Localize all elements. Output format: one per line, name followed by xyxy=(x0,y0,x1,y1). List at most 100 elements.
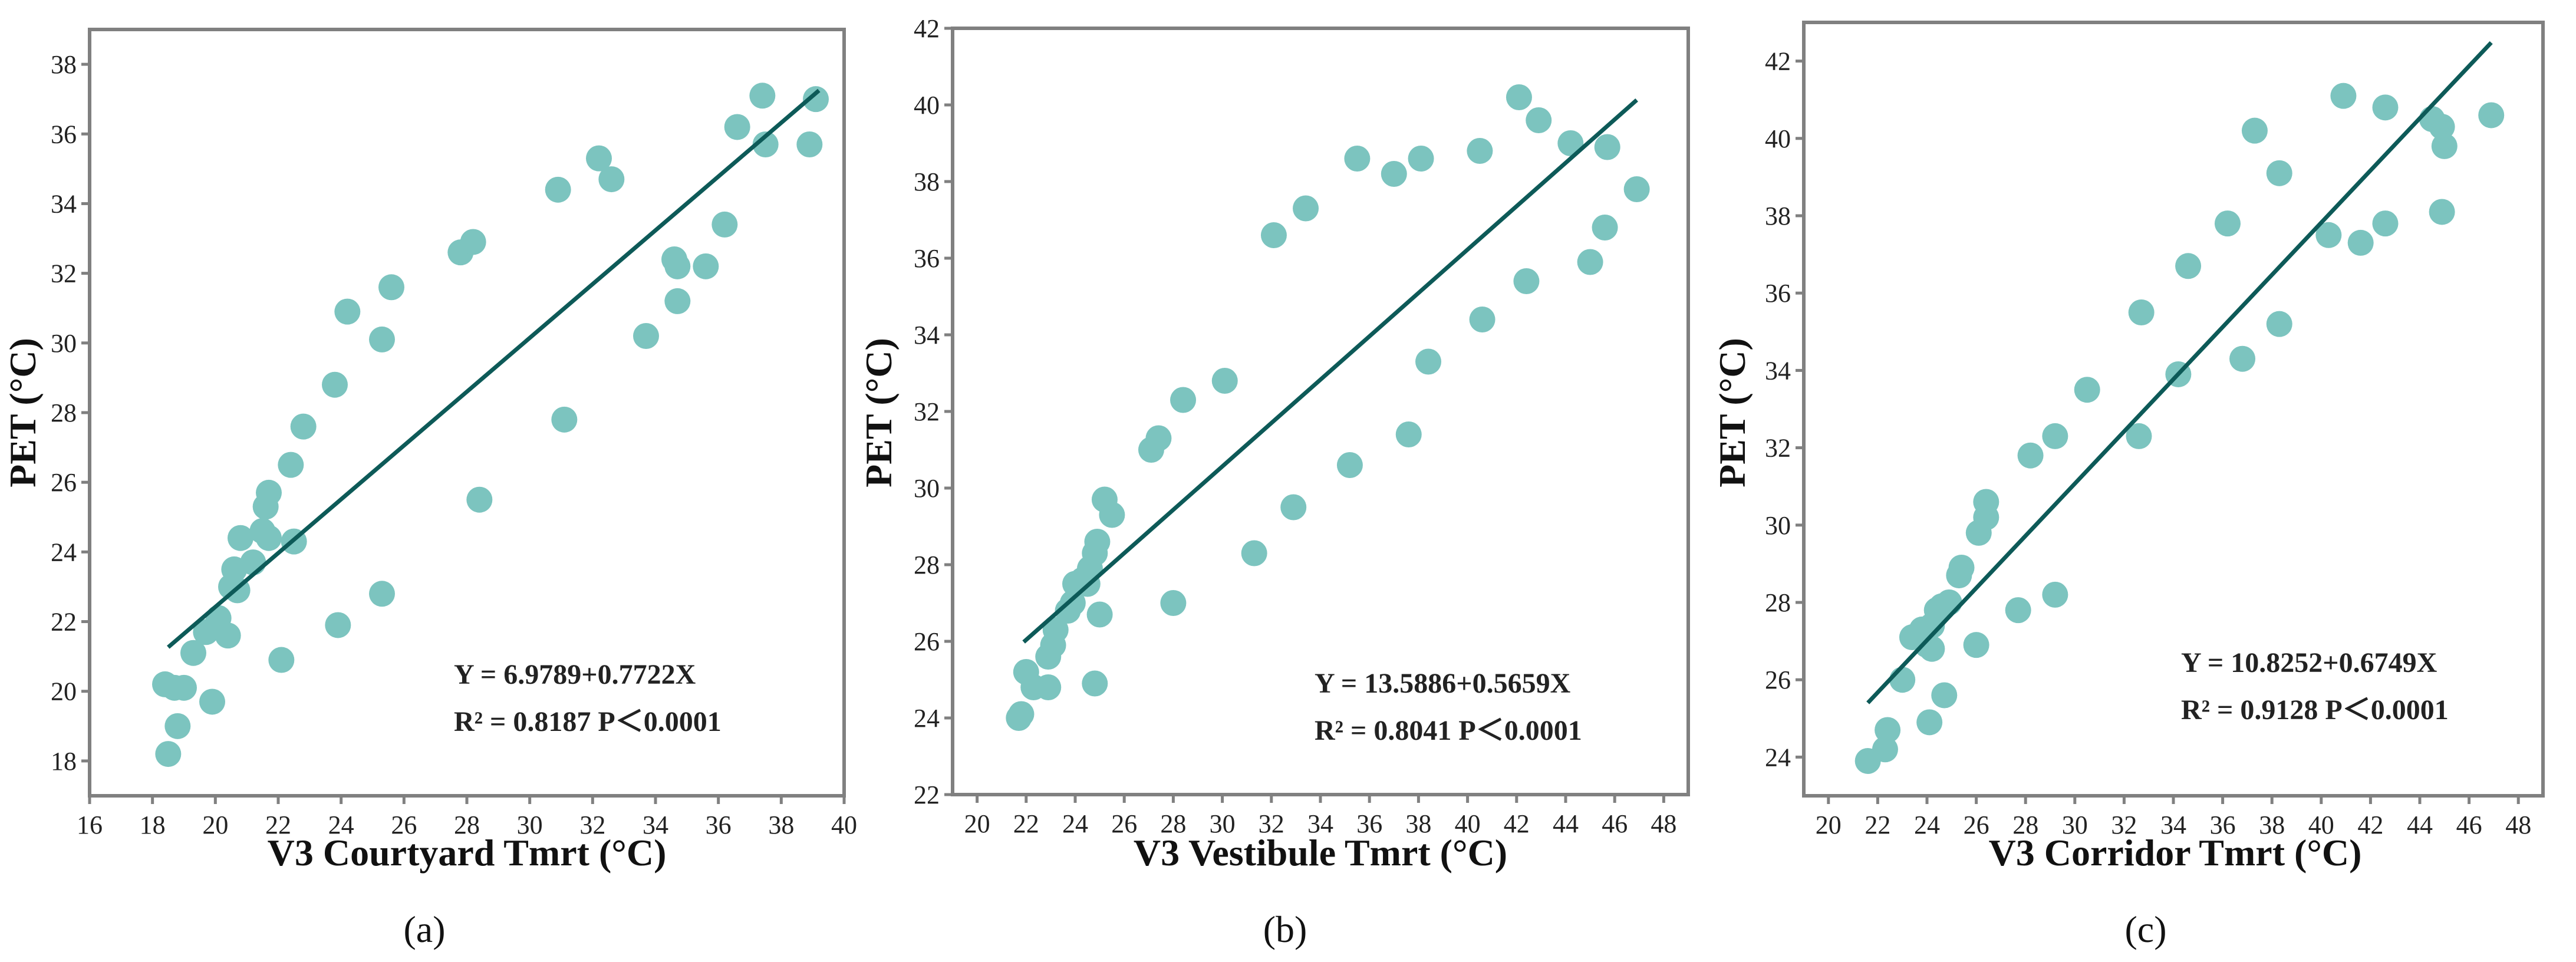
data-point xyxy=(796,131,823,157)
data-point xyxy=(1557,130,1584,156)
x-tick-label: 26 xyxy=(1964,811,1989,839)
data-point xyxy=(2372,94,2399,121)
data-point xyxy=(711,211,738,238)
data-point xyxy=(2175,253,2202,279)
data-point xyxy=(1889,667,1916,693)
regression-equation: Y = 10.8252+0.6749X xyxy=(2181,647,2437,678)
data-point xyxy=(2431,133,2458,159)
data-point xyxy=(256,525,282,551)
x-axis-title: V3 Vestibule Tmrt (°C) xyxy=(1134,832,1507,874)
data-point xyxy=(180,640,206,666)
x-tick-label: 28 xyxy=(1160,809,1186,838)
data-point xyxy=(1293,195,1319,222)
data-point xyxy=(460,229,486,255)
y-tick-label: 34 xyxy=(914,321,940,350)
data-point xyxy=(215,622,241,649)
y-tick-label: 34 xyxy=(1765,356,1791,385)
x-tick-label: 22 xyxy=(1013,809,1039,838)
data-point xyxy=(1506,84,1532,110)
x-tick-label: 24 xyxy=(1062,809,1088,838)
x-tick-label: 20 xyxy=(202,811,228,839)
data-point xyxy=(1936,589,1962,615)
x-tick-label: 36 xyxy=(2210,811,2236,839)
data-point xyxy=(2478,102,2505,129)
y-tick-label: 24 xyxy=(914,704,940,733)
y-tick-label: 22 xyxy=(914,780,940,809)
data-point xyxy=(2042,581,2068,608)
data-point xyxy=(1408,146,1434,172)
data-point xyxy=(2429,199,2455,225)
data-point xyxy=(1513,268,1540,294)
data-point xyxy=(2128,299,2155,325)
data-point xyxy=(2017,442,2044,469)
x-tick-label: 44 xyxy=(2407,811,2433,839)
x-tick-label: 40 xyxy=(1455,809,1481,838)
data-point xyxy=(325,612,351,638)
data-point xyxy=(1594,134,1620,160)
data-point xyxy=(551,406,578,433)
data-point xyxy=(693,253,719,279)
x-tick-label: 16 xyxy=(77,811,103,839)
data-point xyxy=(1059,590,1086,616)
data-point xyxy=(1916,709,1943,736)
x-tick-label: 24 xyxy=(328,811,354,839)
y-tick-label: 34 xyxy=(51,189,77,218)
data-point xyxy=(2429,114,2455,140)
y-tick-label: 22 xyxy=(51,608,77,637)
data-point xyxy=(1008,701,1035,727)
data-point xyxy=(256,479,282,506)
data-point xyxy=(633,323,659,349)
regression-line xyxy=(167,88,821,649)
x-tick-label: 34 xyxy=(1307,809,1333,838)
y-tick-label: 40 xyxy=(1765,124,1791,153)
x-tick-label: 38 xyxy=(768,811,794,839)
data-point xyxy=(1592,215,1618,240)
x-tick-label: 20 xyxy=(964,809,990,838)
data-point xyxy=(278,452,304,478)
y-tick-label: 24 xyxy=(51,538,77,566)
x-tick-label: 32 xyxy=(579,811,605,839)
y-tick-label: 26 xyxy=(1765,666,1791,694)
y-tick-label: 36 xyxy=(1765,279,1791,308)
data-point xyxy=(1160,590,1187,616)
x-tick-label: 38 xyxy=(2259,811,2285,839)
y-tick-label: 28 xyxy=(1765,588,1791,617)
y-axis-title: PET (°C) xyxy=(1711,338,1753,487)
data-point xyxy=(2330,83,2357,109)
data-point xyxy=(2315,222,2342,248)
x-tick-label: 32 xyxy=(1259,809,1284,838)
panel-label: (b) xyxy=(1263,908,1307,950)
y-tick-label: 38 xyxy=(914,167,940,196)
y-tick-label: 32 xyxy=(1765,434,1791,463)
data-point xyxy=(2266,311,2292,337)
data-point xyxy=(268,647,295,673)
x-tick-label: 44 xyxy=(1553,809,1579,838)
data-point xyxy=(1948,554,1975,581)
y-tick-label: 24 xyxy=(1765,743,1791,772)
data-point xyxy=(1973,489,1999,515)
r-squared-label: R² = 0.8187 P＜0.0001 xyxy=(454,706,722,737)
regression-equation: Y = 6.9789+0.7722X xyxy=(454,659,696,690)
data-point xyxy=(164,713,191,739)
r-squared-label: R² = 0.9128 P＜0.0001 xyxy=(2181,694,2449,726)
data-point xyxy=(1963,632,1989,658)
data-point xyxy=(1381,161,1407,187)
data-point xyxy=(2241,117,2268,144)
x-tick-label: 28 xyxy=(2012,811,2038,839)
data-point xyxy=(749,83,776,109)
chart-panel-c: PET (°C) V3 Corridor Tmrt (°C) Y = 10.82… xyxy=(1711,21,2545,950)
x-tick-label: 38 xyxy=(1405,809,1431,838)
y-axis-title: PET (°C) xyxy=(858,338,900,487)
y-tick-label: 32 xyxy=(914,397,940,426)
data-point xyxy=(2042,423,2068,449)
panel-label: (a) xyxy=(403,908,445,950)
x-tick-label: 26 xyxy=(391,811,417,839)
y-tick-label: 26 xyxy=(51,468,77,497)
x-tick-label: 40 xyxy=(2308,811,2334,839)
data-point xyxy=(1035,674,1062,700)
x-tick-label: 48 xyxy=(2505,811,2531,839)
data-point xyxy=(545,176,571,203)
y-tick-label: 36 xyxy=(51,120,77,149)
data-point xyxy=(2126,423,2152,449)
